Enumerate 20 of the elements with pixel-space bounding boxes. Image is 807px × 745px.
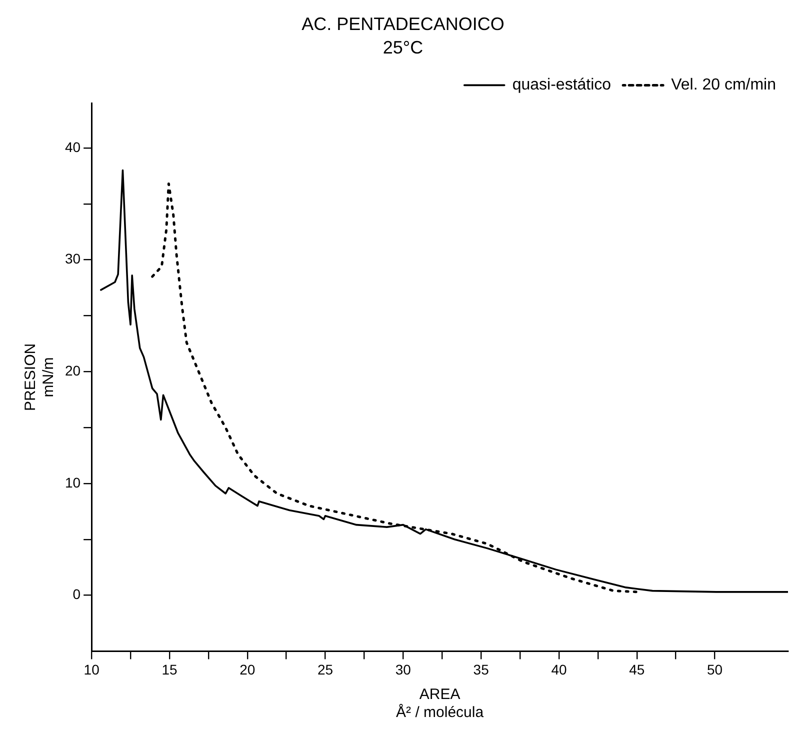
y-tick-label: 0 [72,586,81,602]
x-tick-label: 30 [395,661,412,678]
x-tick-label: 25 [317,661,334,678]
legend-label: Vel. 20 cm/min [671,76,776,94]
y-axis-title: PRESION mN/m [22,343,58,411]
y-tick-label: 40 [64,138,81,155]
x-tick-label: 50 [706,661,723,678]
x-axis-title: AREA Å² / molécula [396,686,484,722]
x-tick-label: 20 [240,661,256,678]
chart-title: AC. PENTADECANOICO [302,14,504,34]
legend-label: quasi-estático [512,76,612,94]
y-tick-label: 10 [64,474,81,490]
x-tick-label: 40 [551,661,567,678]
x-tick-label: 15 [162,661,178,678]
x-tick-label: 45 [629,661,645,678]
chart-subtitle: 25°C [382,37,424,58]
y-tick-label: 30 [64,250,81,267]
y-tick-label: 20 [64,362,81,378]
x-tick-label: 10 [84,661,100,678]
x-tick-label: 35 [473,661,490,678]
